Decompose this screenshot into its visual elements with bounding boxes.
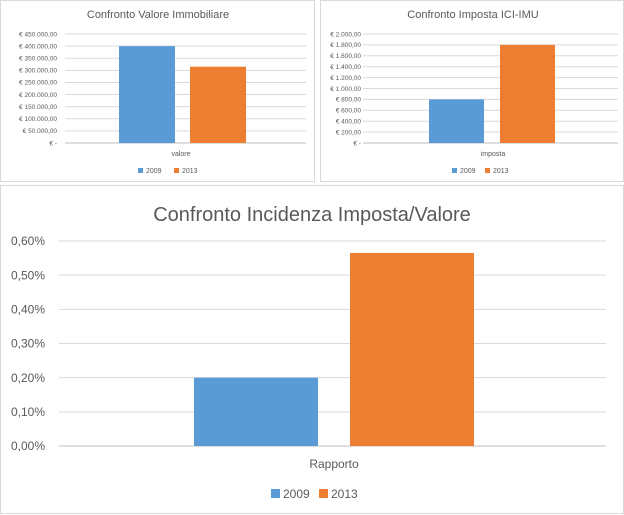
bar-2013 — [350, 252, 474, 446]
legend-swatch-2009 — [271, 489, 280, 498]
y-tick-label: 0,50% — [11, 268, 45, 282]
y-tick-label: € 600,00 — [336, 108, 362, 115]
chart-title: Confronto Incidenza Imposta/Valore — [153, 204, 471, 226]
legend-swatch-2009 — [138, 168, 143, 173]
y-tick-label: 0,60% — [11, 234, 45, 248]
chart-valore-immobiliare: Confronto Valore Immobiliare € - € 50.000,… — [0, 0, 315, 182]
y-tick-label: € 800,00 — [336, 97, 362, 104]
bar-2009 — [429, 99, 484, 143]
chart-imposta-ici-imu-svg: Confronto Imposta ICI-IMU € - € 200,00 € 40… — [330, 9, 618, 175]
y-tick-label: € 1.400,00 — [330, 64, 361, 71]
legend-label-2009: 2009 — [146, 168, 162, 175]
y-tick-label: € 200.000,00 — [19, 92, 57, 99]
chart-incidenza-imposta-valore: Confronto Incidenza Imposta/Valore 0,00% 0… — [0, 185, 624, 514]
bar-2013 — [500, 44, 555, 143]
y-tick-label: € 350.000,00 — [19, 55, 57, 62]
bar-2009 — [194, 377, 318, 446]
y-tick-label: € 250.000,00 — [19, 80, 57, 87]
y-tick-label: 0,30% — [11, 337, 45, 351]
y-tick-label: € 1.000,00 — [330, 86, 361, 93]
y-tick-label: € 50.000,00 — [23, 128, 58, 135]
y-tick-label: € 100.000,00 — [19, 116, 57, 123]
x-category-label: valore — [171, 151, 190, 158]
y-tick-label: 0,10% — [11, 405, 45, 419]
y-tick-label: 0,40% — [11, 303, 45, 317]
chart-title: Confronto Imposta ICI-IMU — [407, 9, 538, 21]
y-tick-label: 0,00% — [11, 439, 45, 453]
x-category-label: imposta — [481, 151, 506, 158]
legend-label-2009: 2009 — [460, 168, 476, 175]
y-tick-label: € 1.600,00 — [330, 53, 361, 60]
legend-swatch-2009 — [452, 168, 457, 173]
y-tick-label: € 450.000,00 — [19, 31, 57, 38]
bar-2009 — [119, 46, 175, 143]
chart-imposta-ici-imu: Confronto Imposta ICI-IMU € - € 200,00 € 40… — [320, 0, 624, 182]
y-tick-label: € 400,00 — [336, 118, 362, 125]
y-tick-label: 0,20% — [11, 371, 45, 385]
legend-label-2009: 2009 — [283, 487, 310, 501]
y-tick-label: € 1.800,00 — [330, 42, 361, 49]
y-tick-label: € 1.200,00 — [330, 75, 361, 82]
bar-2013 — [190, 66, 246, 143]
chart-valore-immobiliare-svg: Confronto Valore Immobiliare € - € 50.000,… — [19, 9, 306, 175]
chart-title: Confronto Valore Immobiliare — [87, 9, 229, 21]
legend-label-2013: 2013 — [331, 487, 358, 501]
y-tick-label: € - — [49, 140, 57, 147]
legend-swatch-2013 — [485, 168, 490, 173]
legend-swatch-2013 — [319, 489, 328, 498]
legend-swatch-2013 — [174, 168, 179, 173]
legend-label-2013: 2013 — [493, 168, 509, 175]
y-tick-label: € 300.000,00 — [19, 68, 57, 75]
y-tick-label: € 2.000,00 — [330, 31, 361, 38]
y-tick-label: € 200,00 — [336, 129, 362, 136]
y-tick-label: € 400.000,00 — [19, 43, 57, 50]
chart-incidenza-imposta-valore-svg: Confronto Incidenza Imposta/Valore 0,00% 0… — [11, 204, 606, 501]
legend-label-2013: 2013 — [182, 168, 198, 175]
y-tick-label: € - — [353, 140, 361, 147]
y-tick-label: € 150.000,00 — [19, 104, 57, 111]
x-category-label: Rapporto — [309, 457, 359, 471]
